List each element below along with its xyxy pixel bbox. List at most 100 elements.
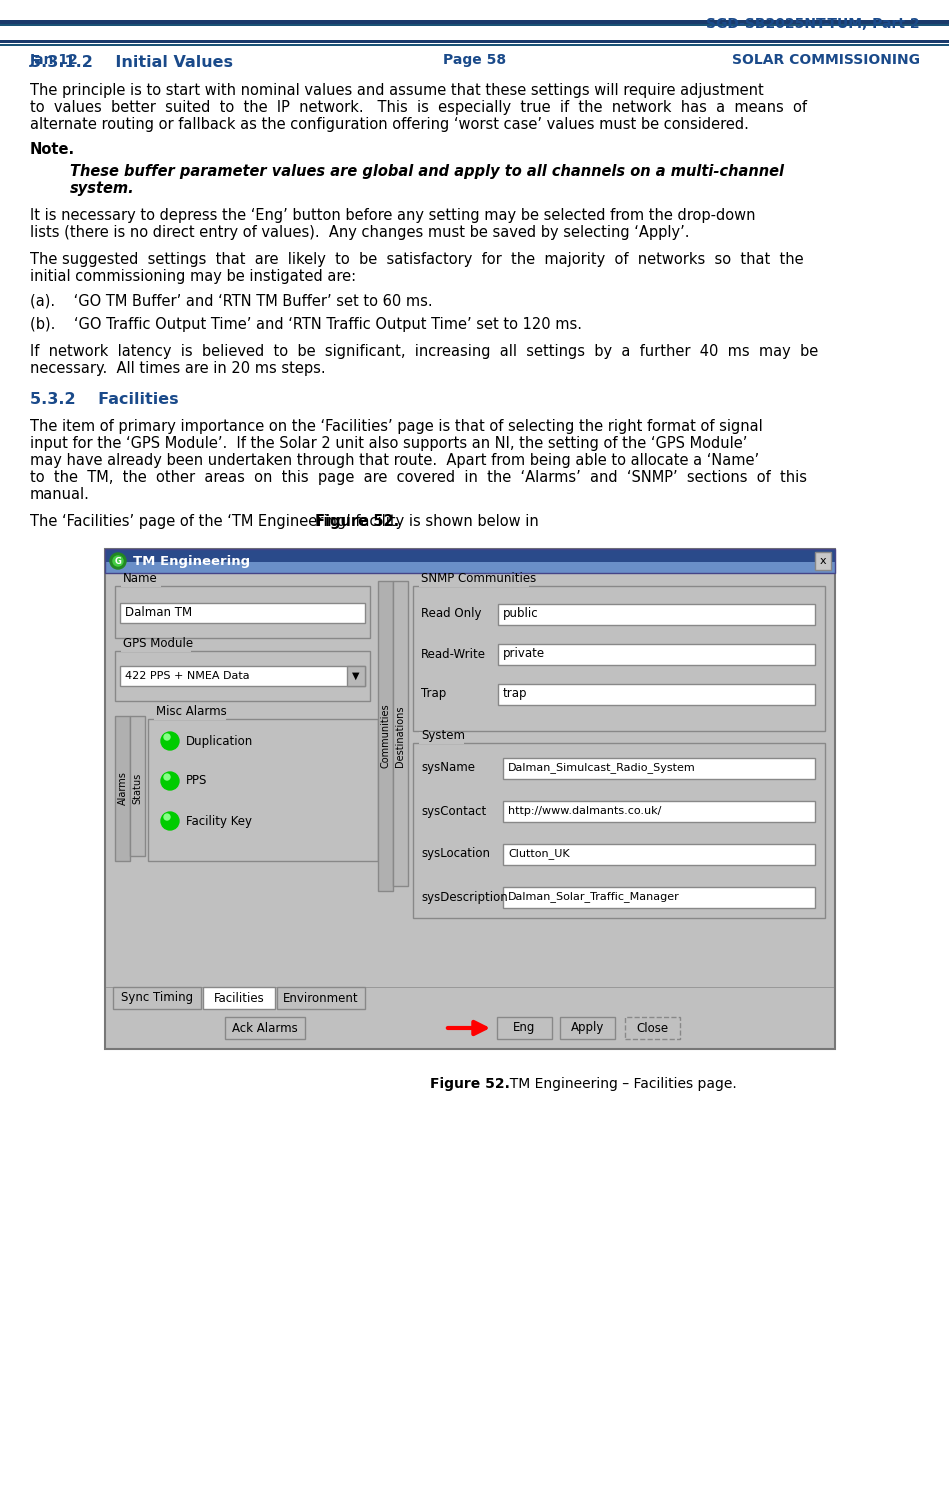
Text: TM Engineering: TM Engineering bbox=[133, 555, 251, 568]
Text: These buffer parameter values are global and apply to all channels on a multi-ch: These buffer parameter values are global… bbox=[70, 165, 784, 178]
Text: sysName: sysName bbox=[421, 762, 475, 775]
Bar bbox=[498, 604, 815, 626]
Text: The ‘Facilities’ page of the ‘TM Engineering’ facility is shown below in: The ‘Facilities’ page of the ‘TM Enginee… bbox=[30, 514, 544, 529]
Text: It is necessary to depress the ‘Eng’ button before any setting may be selected f: It is necessary to depress the ‘Eng’ but… bbox=[30, 209, 755, 224]
Bar bbox=[121, 641, 191, 653]
Text: TM Engineering – Facilities page.: TM Engineering – Facilities page. bbox=[501, 1077, 736, 1091]
Text: private: private bbox=[503, 648, 545, 660]
Text: Alarms: Alarms bbox=[118, 772, 127, 805]
Text: Trap: Trap bbox=[421, 688, 446, 701]
Text: Sync Timing: Sync Timing bbox=[121, 991, 193, 1005]
Text: may have already been undertaken through that route.  Apart from being able to a: may have already been undertaken through… bbox=[30, 453, 759, 468]
Text: Jan 12: Jan 12 bbox=[30, 53, 79, 66]
Bar bbox=[347, 666, 365, 686]
Text: (a).    ‘GO TM Buffer’ and ‘RTN TM Buffer’ set to 60 ms.: (a). ‘GO TM Buffer’ and ‘RTN TM Buffer’ … bbox=[30, 295, 433, 310]
Bar bbox=[0, 20, 949, 24]
Text: PPS: PPS bbox=[186, 775, 208, 787]
Text: If  network  latency  is  believed  to  be  significant,  increasing  all  setti: If network latency is believed to be sig… bbox=[30, 345, 818, 360]
Bar bbox=[503, 759, 815, 780]
Text: lists (there is no direct entry of values).  Any changes must be saved by select: lists (there is no direct entry of value… bbox=[30, 225, 690, 240]
Text: Clutton_UK: Clutton_UK bbox=[508, 849, 569, 860]
Text: Note.: Note. bbox=[30, 142, 75, 157]
Text: public: public bbox=[503, 607, 539, 621]
Text: Eng: Eng bbox=[513, 1021, 535, 1035]
Text: Dalman TM: Dalman TM bbox=[125, 606, 192, 620]
Text: System: System bbox=[421, 728, 465, 742]
Text: alternate routing or fallback as the configuration offering ‘worst case’ values : alternate routing or fallback as the con… bbox=[30, 116, 749, 131]
Text: GPS Module: GPS Module bbox=[123, 638, 194, 650]
Text: Facilities: Facilities bbox=[214, 991, 265, 1005]
Bar bbox=[503, 845, 815, 864]
Bar bbox=[148, 719, 378, 861]
Bar bbox=[203, 987, 275, 1009]
Text: Figure 52.: Figure 52. bbox=[430, 1077, 510, 1091]
Text: http://www.dalmants.co.uk/: http://www.dalmants.co.uk/ bbox=[508, 805, 661, 816]
Text: sysContact: sysContact bbox=[421, 804, 486, 817]
Text: to  values  better  suited  to  the  IP  network.   This  is  especially  true  : to values better suited to the IP networ… bbox=[30, 100, 807, 115]
Bar bbox=[0, 39, 949, 42]
Bar bbox=[121, 576, 161, 586]
Text: G: G bbox=[115, 556, 121, 565]
Text: The suggested  settings  that  are  likely  to  be  satisfactory  for  the  majo: The suggested settings that are likely t… bbox=[30, 252, 804, 267]
Text: to  the  TM,  the  other  areas  on  this  page  are  covered  in  the  ‘Alarms’: to the TM, the other areas on this page … bbox=[30, 470, 807, 485]
Text: necessary.  All times are in 20 ms steps.: necessary. All times are in 20 ms steps. bbox=[30, 361, 326, 376]
Text: Duplication: Duplication bbox=[186, 734, 253, 748]
Bar bbox=[413, 586, 825, 731]
Text: Misc Alarms: Misc Alarms bbox=[156, 706, 227, 718]
Circle shape bbox=[113, 556, 123, 567]
Bar bbox=[419, 576, 529, 586]
Text: trap: trap bbox=[503, 688, 528, 701]
Bar bbox=[503, 801, 815, 822]
Bar bbox=[113, 987, 201, 1009]
Bar bbox=[815, 552, 831, 570]
Text: SOLAR COMMISSIONING: SOLAR COMMISSIONING bbox=[732, 53, 920, 66]
Bar bbox=[105, 548, 835, 573]
Bar bbox=[225, 1017, 305, 1040]
Bar bbox=[0, 44, 949, 45]
Text: sysDescription: sysDescription bbox=[421, 890, 508, 904]
Text: ▼: ▼ bbox=[352, 671, 360, 681]
Text: The principle is to start with nominal values and assume that these settings wil: The principle is to start with nominal v… bbox=[30, 83, 764, 98]
Bar bbox=[419, 731, 464, 743]
Bar bbox=[130, 716, 145, 857]
Circle shape bbox=[164, 814, 170, 820]
Text: Page 58: Page 58 bbox=[443, 53, 506, 66]
Bar bbox=[625, 1017, 680, 1040]
Text: x: x bbox=[820, 556, 827, 567]
Text: SGD-SB2025NT-TUM, Part 2: SGD-SB2025NT-TUM, Part 2 bbox=[706, 17, 920, 32]
Text: 5.3.1.2    Initial Values: 5.3.1.2 Initial Values bbox=[30, 54, 233, 70]
Bar bbox=[560, 1017, 615, 1040]
Text: Figure 52.: Figure 52. bbox=[315, 514, 400, 529]
Bar bbox=[154, 709, 226, 721]
Text: (b).    ‘GO Traffic Output Time’ and ‘RTN Traffic Output Time’ set to 120 ms.: (b). ‘GO Traffic Output Time’ and ‘RTN T… bbox=[30, 317, 582, 332]
Bar bbox=[498, 684, 815, 706]
Text: Environment: Environment bbox=[283, 991, 359, 1005]
Text: Close: Close bbox=[637, 1021, 668, 1035]
Text: Read-Write: Read-Write bbox=[421, 648, 486, 660]
Text: initial commissioning may be instigated are:: initial commissioning may be instigated … bbox=[30, 269, 356, 284]
Bar bbox=[120, 603, 365, 623]
Bar bbox=[0, 24, 949, 26]
Text: Communities: Communities bbox=[381, 704, 390, 768]
Text: manual.: manual. bbox=[30, 487, 90, 502]
Bar bbox=[503, 887, 815, 908]
Circle shape bbox=[110, 553, 126, 570]
Bar bbox=[498, 644, 815, 665]
Bar bbox=[105, 562, 835, 573]
Text: Status: Status bbox=[133, 772, 142, 804]
Text: system.: system. bbox=[70, 181, 135, 196]
Circle shape bbox=[161, 731, 179, 749]
Text: Dalman_Solar_Traffic_Manager: Dalman_Solar_Traffic_Manager bbox=[508, 891, 679, 902]
Text: Apply: Apply bbox=[570, 1021, 605, 1035]
Circle shape bbox=[161, 772, 179, 790]
Circle shape bbox=[161, 811, 179, 830]
Circle shape bbox=[164, 734, 170, 740]
Bar bbox=[115, 716, 130, 861]
Bar bbox=[378, 582, 393, 891]
Text: SNMP Communities: SNMP Communities bbox=[421, 573, 536, 585]
Text: Dalman_Simulcast_Radio_System: Dalman_Simulcast_Radio_System bbox=[508, 763, 696, 774]
Text: 422 PPS + NMEA Data: 422 PPS + NMEA Data bbox=[125, 671, 250, 681]
Text: Destinations: Destinations bbox=[396, 706, 405, 766]
Bar bbox=[115, 651, 370, 701]
Bar bbox=[277, 987, 365, 1009]
